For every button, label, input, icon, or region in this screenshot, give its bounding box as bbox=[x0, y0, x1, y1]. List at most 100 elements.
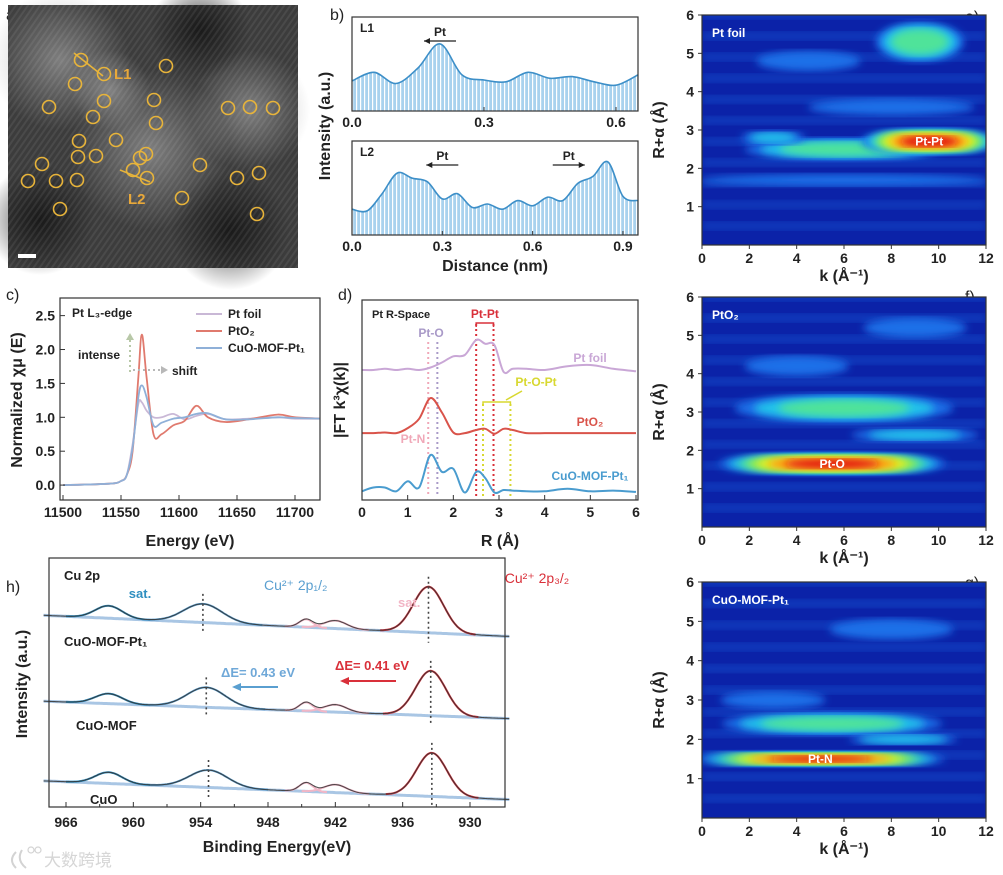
heatmap-band bbox=[702, 297, 986, 301]
heatmap-area bbox=[702, 582, 986, 818]
heatmap-hotspot bbox=[744, 355, 849, 377]
intensity-area bbox=[352, 161, 638, 235]
line-profile-l1 bbox=[73, 52, 104, 77]
bond-label: Pt-N bbox=[808, 752, 833, 766]
line-profile-plot-l1: L1 0.0 0.3 0.6 Pt bbox=[342, 16, 639, 130]
atom-marker-circle bbox=[71, 133, 87, 149]
y-tick-label: 0.5 bbox=[36, 443, 56, 459]
heatmap-title: Pt foil bbox=[712, 26, 745, 40]
x-tick-label: 6 bbox=[840, 823, 848, 839]
atom-marker-circle bbox=[85, 109, 101, 125]
y-axis-label: Intensity (a.u.) bbox=[317, 72, 334, 180]
y-tick-label: 5 bbox=[686, 45, 694, 61]
atom-marker-circle bbox=[20, 173, 36, 189]
x-tick-label: 960 bbox=[122, 814, 146, 830]
y-axis-label: R+α (Å) bbox=[649, 671, 668, 728]
atom-marker-circle bbox=[220, 100, 236, 116]
atom-marker-circle bbox=[265, 100, 281, 116]
heatmap-band bbox=[702, 356, 986, 365]
y-tick-label: 4 bbox=[686, 653, 694, 669]
plot-frame bbox=[361, 299, 639, 501]
legend-label: CuO-MOF-Pt₁ bbox=[228, 341, 305, 355]
y-tick-label: 2.0 bbox=[36, 342, 56, 358]
x-tick-label: 4 bbox=[793, 823, 801, 839]
label-pt-o-pt: Pt-O-Pt bbox=[515, 375, 556, 389]
y-tick-label: 3 bbox=[686, 404, 694, 420]
bracket-pt-o-pt bbox=[482, 401, 512, 406]
delta-e-red-label: ΔE= 0.41 eV bbox=[335, 658, 409, 673]
y-axis-label: |FT k³χ(k)| bbox=[332, 362, 349, 438]
r-space-title: Pt R-Space bbox=[372, 309, 430, 321]
atom-marker-circle bbox=[52, 201, 68, 217]
series-line-2 bbox=[361, 453, 637, 494]
x-tick-label: 8 bbox=[887, 823, 895, 839]
y-axis-label: Intensity (a.u.) bbox=[14, 630, 31, 738]
cu-2p32-label: Cu²⁺ 2p₃/₂ bbox=[505, 570, 569, 586]
heatmap-band bbox=[702, 582, 986, 586]
tem-image-panel: L1 L2 bbox=[0, 0, 310, 290]
x-tick-label: 0.6 bbox=[523, 238, 543, 254]
heatmap-band bbox=[702, 642, 986, 651]
plot-frame bbox=[351, 140, 639, 236]
xps-chart: 966 960 954 948 942 936 930 Cu 2p sat. Cu²⁺ 2p₁/₂… bbox=[43, 557, 569, 830]
heatmap-hotspot bbox=[749, 132, 797, 143]
x-axis-label: Distance (nm) bbox=[442, 258, 548, 275]
atom-marker-circle bbox=[242, 99, 258, 115]
atom-marker-circle bbox=[34, 156, 50, 172]
heatmap-title: PtO₂ bbox=[712, 308, 739, 322]
y-tick-label: 6 bbox=[686, 574, 694, 590]
pt-annotation: Pt bbox=[436, 149, 448, 163]
atom-marker-circle bbox=[67, 76, 83, 92]
series-line-0 bbox=[361, 338, 637, 375]
x-tick-label: 4 bbox=[793, 250, 801, 266]
heatmap-band bbox=[702, 482, 986, 491]
lattice-fringes bbox=[8, 5, 298, 268]
x-tick-label: 5 bbox=[586, 504, 594, 520]
atom-marker-circle bbox=[192, 157, 208, 173]
arrowhead-icon bbox=[232, 683, 241, 691]
series-label: CuO-MOF-Pt₁ bbox=[552, 469, 629, 483]
cu-2p12-label: Cu²⁺ 2p₁/₂ bbox=[264, 577, 327, 593]
arrowhead-icon bbox=[424, 38, 430, 44]
legend-label: PtO₂ bbox=[228, 324, 255, 338]
atom-marker-circle bbox=[229, 170, 245, 186]
y-axis-label: Normalized χμ (E) bbox=[9, 332, 26, 467]
pt-annotation: Pt bbox=[434, 25, 446, 39]
sat-label-pink: sat. bbox=[398, 595, 420, 610]
x-tick-label: 0 bbox=[698, 532, 706, 548]
heatmap-band bbox=[702, 772, 986, 781]
arrowhead-icon bbox=[340, 677, 349, 685]
atom-marker-circle bbox=[158, 58, 174, 74]
heatmap-band bbox=[702, 686, 986, 695]
y-tick-label: 0.0 bbox=[36, 477, 56, 493]
watermark-logo-icon bbox=[34, 846, 42, 854]
label-l1: L1 bbox=[114, 66, 132, 83]
x-tick-label: 4 bbox=[541, 504, 549, 520]
label-l2: L2 bbox=[128, 191, 146, 208]
series-line-0 bbox=[62, 399, 320, 486]
x-axis-label: Binding Energy(eV) bbox=[203, 839, 351, 856]
x-tick-label: 11700 bbox=[276, 504, 314, 520]
heatmap-hotspot bbox=[859, 734, 947, 744]
heatmap-band bbox=[702, 95, 986, 104]
atom-marker-circle bbox=[138, 146, 154, 162]
sample-label: CuO-MOF bbox=[76, 718, 137, 733]
atom-marker-circle bbox=[48, 173, 64, 189]
x-axis-label: k (Å⁻¹) bbox=[819, 839, 868, 858]
y-axis-label: R+α (Å) bbox=[649, 383, 668, 440]
x-axis-label: k (Å⁻¹) bbox=[819, 548, 868, 567]
x-tick-label: 0.3 bbox=[474, 114, 494, 130]
legend-label: Pt foil bbox=[228, 307, 261, 321]
heatmap-band bbox=[702, 664, 986, 673]
edge-title: Pt L₃-edge bbox=[72, 306, 133, 320]
heatmap-band bbox=[702, 200, 986, 209]
heatmap-hotspot bbox=[808, 98, 975, 116]
x-axis-label: k (Å⁻¹) bbox=[819, 266, 868, 285]
x-tick-label: 0.6 bbox=[606, 114, 626, 130]
intensity-area bbox=[352, 43, 638, 111]
x-tick-label: 942 bbox=[324, 814, 348, 830]
intensity-line bbox=[351, 43, 639, 87]
x-tick-label: 2 bbox=[449, 504, 457, 520]
